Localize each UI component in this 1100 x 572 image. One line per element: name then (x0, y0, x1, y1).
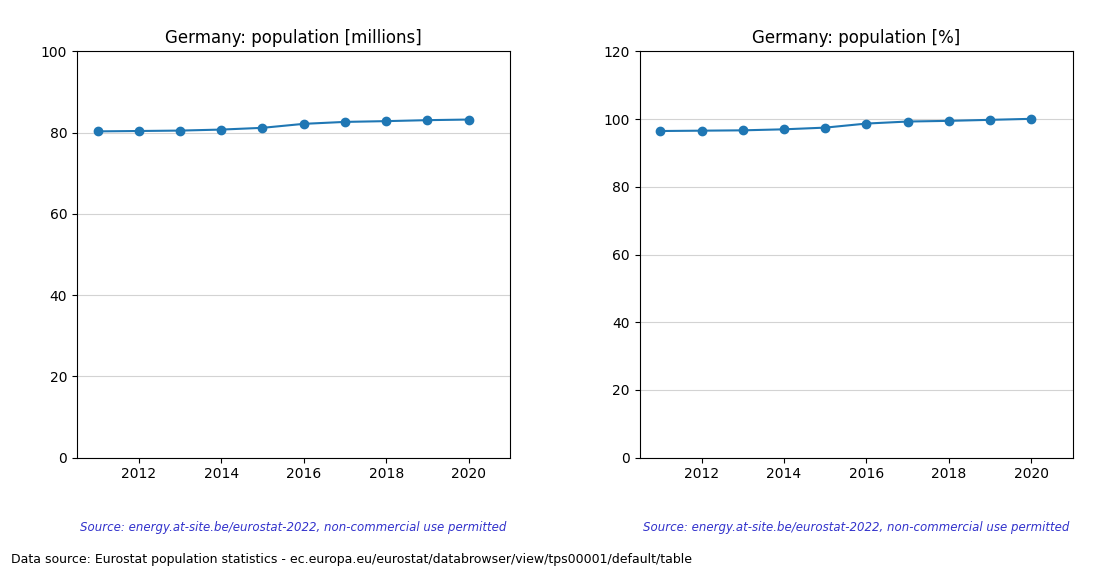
Text: Source: energy.at-site.be/eurostat-2022, non-commercial use permitted: Source: energy.at-site.be/eurostat-2022,… (80, 521, 507, 534)
Title: Germany: population [%]: Germany: population [%] (752, 29, 960, 47)
Text: Source: energy.at-site.be/eurostat-2022, non-commercial use permitted: Source: energy.at-site.be/eurostat-2022,… (642, 521, 1069, 534)
Text: Data source: Eurostat population statistics - ec.europa.eu/eurostat/databrowser/: Data source: Eurostat population statist… (11, 553, 692, 566)
Title: Germany: population [millions]: Germany: population [millions] (165, 29, 421, 47)
